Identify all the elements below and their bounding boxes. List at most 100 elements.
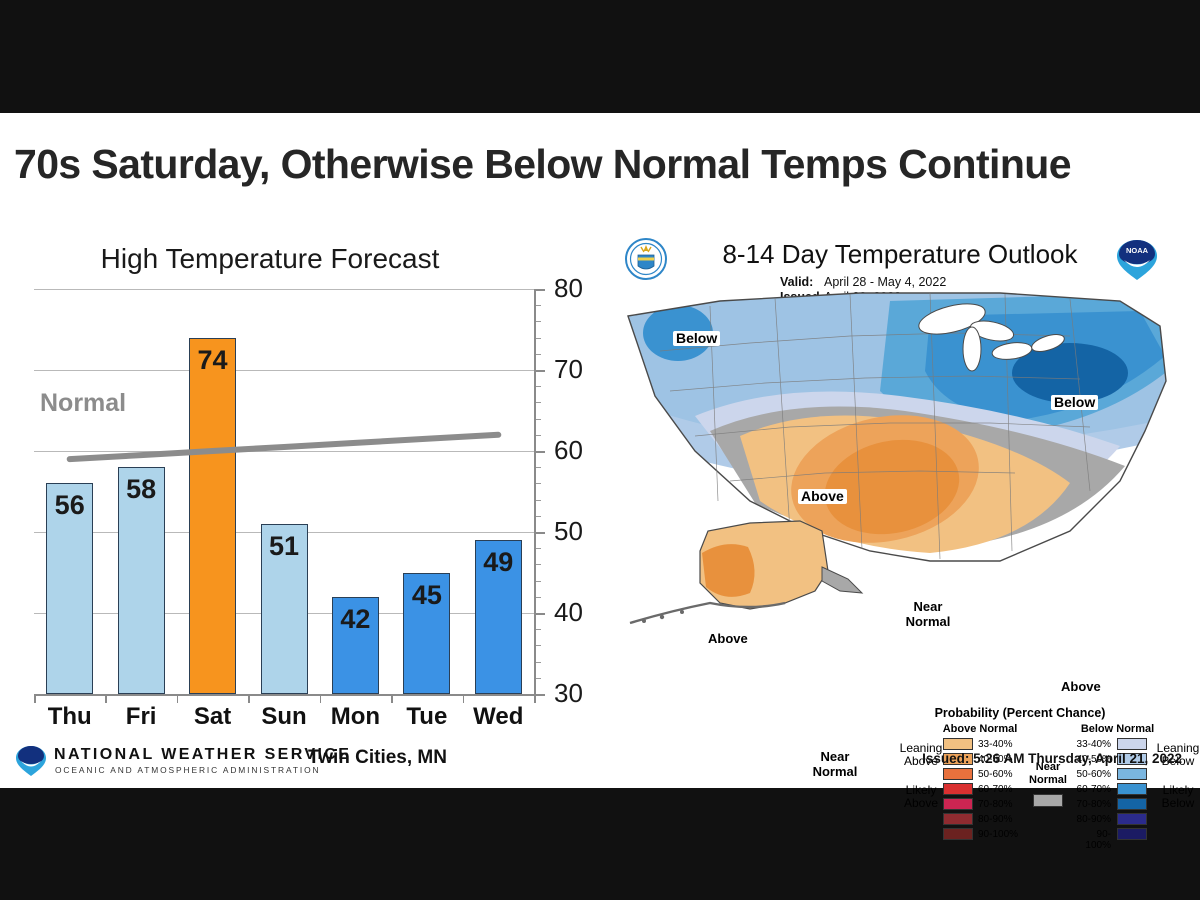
legend-swatch-above-40-50% [943,753,973,765]
legend-bin-label-below: 70-80% [1076,799,1111,810]
legend-above-header: Above Normal [942,723,1018,735]
legend-bin-label-below: 40-50% [1076,754,1111,765]
x-tick [391,694,393,703]
footer: NATIONAL WEATHER SERVICE OCEANIC AND ATM… [0,738,1200,788]
x-axis-label-mon: Mon [330,703,381,730]
legend-bracket-leaning-above: Leaning Above [899,741,943,768]
legend-below-header: Below Normal [1080,723,1155,735]
y-axis-line [534,289,536,695]
legend-swatch-above-80-90% [943,813,973,825]
y-tick-minor [534,548,541,550]
y-tick-minor [534,337,541,339]
y-axis-tick-label: 50 [554,516,583,546]
x-axis-label-wed: Wed [473,703,524,730]
legend-bin-label-above: 40-50% [978,754,1013,765]
legend-swatch-above-90-100% [943,828,973,840]
bar-value-label: 42 [340,603,371,634]
temperature-forecast-chart: High Temperature Forecast 56 58 74 51 42 45 49… [0,231,600,731]
department-of-commerce-seal-icon [625,238,667,280]
legend-swatch-above-70-80% [943,798,973,810]
chart-plot-area: 56 58 74 51 42 45 49 Normal 30 40 50 60 70 80 Thu Fr… [34,273,583,730]
bar-tue: 45 [403,572,451,694]
x-axis-label-thu: Thu [47,703,92,730]
map-label-above-florida: Above [1058,679,1104,694]
y-tick-minor [534,483,541,485]
x-tick [319,694,322,703]
map-label-near-normal-plains: Near Normal [895,599,961,629]
legend-swatch-below-33-40% [1117,738,1147,750]
y-tick-minor [534,629,541,631]
y-axis-tick-label: 70 [554,354,583,384]
legend-swatch-above-33-40% [943,738,973,750]
legend-bin-label-below: 80-90% [1076,814,1111,825]
map-label-below-mid-atlantic: Below [1051,395,1099,410]
y-tick-major [534,289,545,291]
bar-sat: 74 [189,337,237,694]
y-tick-major [534,451,545,453]
y-tick-minor [534,564,541,566]
y-axis-tick-label: 40 [554,597,583,627]
x-axis-label-sun: Sun [261,703,307,730]
x-axis-label-fri: Fri [125,703,157,730]
legend-swatch-below-90-100% [1117,828,1147,840]
y-tick-minor [534,661,541,663]
agency-subtitle: OCEANIC AND ATMOSPHERIC ADMINISTRATION [55,765,321,775]
y-tick-minor [534,305,541,307]
office-name: Twin Cities, MN [308,747,447,768]
y-tick-minor [534,434,541,436]
y-tick-minor [534,353,541,355]
legend-bin-label-below: 60-70% [1076,784,1111,795]
x-axis-line [34,694,542,696]
map-label-above-southwest: Above [798,489,847,504]
gridline [34,370,534,371]
legend-bracket-leaning-below: Leaning Below [1156,741,1200,768]
legend-swatch-above-60-70% [943,783,973,795]
legend-near-normal-label: Near Normal [1029,761,1067,786]
conus-outline [627,292,1167,562]
x-tick [534,694,536,703]
bar-value-label: 56 [54,490,85,521]
legend-bin-label-above: 60-70% [978,784,1013,795]
y-axis-tick-label: 30 [554,678,583,708]
legend-bin-label-above: 70-80% [978,799,1013,810]
map-label-below-pacific-northwest: Below [673,331,721,346]
y-tick-minor [534,467,541,469]
y-tick-major [534,532,545,534]
x-tick [34,694,36,703]
legend-bin-label-above: 90-100% [978,829,1019,840]
legend-bin-label-above: 80-90% [978,814,1013,825]
y-tick-minor [534,580,541,582]
map-legend: Probability (Percent Chance) Above Norma… [900,706,1200,851]
map-label-above-alaska: Above [705,631,751,646]
gridline [34,289,534,290]
bar-mon: 42 [331,596,379,694]
conus-probability-bands [628,293,1166,561]
bar-value-label: 51 [268,530,300,561]
bar-fri: 58 [117,467,165,694]
y-tick-minor [534,418,541,420]
bar-value-label: 58 [126,474,157,505]
graphic-card: 70s Saturday, Otherwise Below Normal Tem… [0,113,1200,851]
gridline [34,451,534,452]
legend-bin-label-above: 33-40% [978,739,1013,750]
x-axis-label-sat: Sat [193,703,232,730]
y-tick-minor [534,677,541,679]
y-tick-minor [534,499,541,501]
legend-bracket-likely-above: Likely Above [903,783,939,810]
chart-title: High Temperature Forecast [100,243,440,274]
legend-swatch-below-50-60% [1117,768,1147,780]
legend-bracket-likely-below: Likely Below [1161,783,1195,810]
letterbox-bottom [0,788,1200,900]
bar-value-label: 74 [197,344,228,375]
agency-name: NATIONAL WEATHER SERVICE [54,746,352,763]
y-axis-tick-label: 60 [554,435,583,465]
map-graphic [627,292,1167,625]
legend-bin-label-above: 50-60% [978,769,1013,780]
x-axis-label-tue: Tue [406,703,448,730]
legend-swatch-below-80-90% [1117,813,1147,825]
y-tick-minor [534,321,541,323]
y-tick-major [534,613,545,615]
bar-value-label: 45 [411,579,442,610]
legend-swatch-below-70-80% [1117,798,1147,810]
alaska-inset [629,520,864,625]
